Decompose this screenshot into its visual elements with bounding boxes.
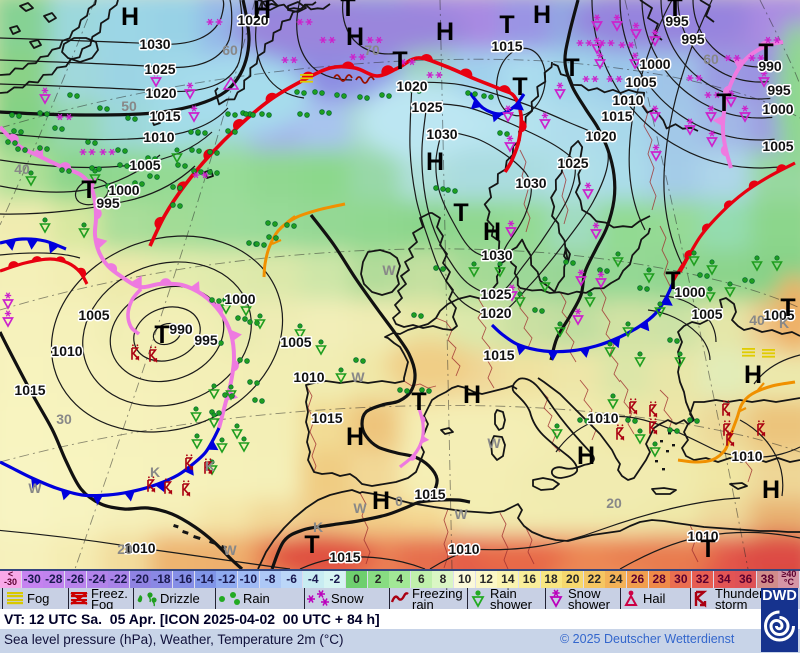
svg-text:1020: 1020 [396, 78, 427, 94]
svg-text:H: H [346, 423, 364, 451]
svg-text:H: H [346, 23, 364, 51]
svg-text:1015: 1015 [329, 549, 360, 565]
svg-text:1015: 1015 [14, 382, 45, 398]
svg-text:T: T [780, 294, 795, 322]
svg-text:1010: 1010 [124, 540, 155, 556]
svg-text:T: T [665, 267, 680, 295]
svg-text:60: 60 [703, 51, 719, 67]
svg-text:T: T [667, 0, 682, 22]
svg-text:1005: 1005 [280, 334, 311, 350]
svg-text:1025: 1025 [411, 99, 442, 115]
svg-text:T: T [411, 388, 426, 416]
svg-text:20: 20 [606, 495, 622, 511]
svg-text:1000: 1000 [762, 101, 793, 117]
svg-text:995: 995 [665, 13, 689, 29]
svg-text:W: W [353, 500, 367, 516]
svg-text:1005: 1005 [625, 74, 656, 90]
svg-text:1020: 1020 [480, 305, 511, 321]
svg-text:1000: 1000 [674, 284, 705, 300]
svg-text:1030: 1030 [426, 126, 457, 142]
svg-text:H: H [372, 487, 390, 515]
svg-text:1010: 1010 [687, 528, 718, 544]
svg-text:1030: 1030 [139, 36, 170, 52]
svg-text:1010: 1010 [587, 410, 618, 426]
svg-text:1000: 1000 [224, 291, 255, 307]
svg-text:990: 990 [169, 321, 193, 337]
svg-text:1010: 1010 [448, 541, 479, 557]
svg-text:995: 995 [767, 82, 791, 98]
svg-text:995: 995 [681, 31, 705, 47]
svg-text:1005: 1005 [763, 307, 794, 323]
svg-text:H: H [253, 0, 271, 24]
svg-text:H: H [762, 476, 780, 504]
svg-text:W: W [28, 480, 42, 496]
svg-text:995: 995 [96, 195, 120, 211]
svg-text:1015: 1015 [311, 410, 342, 426]
svg-text:H: H [436, 18, 454, 46]
svg-text:1020: 1020 [145, 85, 176, 101]
svg-text:H: H [426, 148, 444, 176]
svg-text:H: H [533, 1, 551, 29]
svg-text:1010: 1010 [612, 92, 643, 108]
svg-text:30: 30 [56, 411, 72, 427]
svg-text:W: W [382, 262, 396, 278]
svg-text:T: T [512, 73, 527, 101]
svg-text:1010: 1010 [293, 369, 324, 385]
svg-text:T: T [392, 47, 407, 75]
svg-text:1010: 1010 [731, 448, 762, 464]
svg-text:1010: 1010 [143, 129, 174, 145]
svg-text:H: H [577, 442, 595, 470]
svg-text:40: 40 [749, 312, 765, 328]
svg-text:1025: 1025 [557, 155, 588, 171]
svg-text:1005: 1005 [762, 138, 793, 154]
svg-text:1025: 1025 [480, 286, 511, 302]
svg-text:K: K [150, 464, 160, 480]
svg-text:60: 60 [222, 42, 238, 58]
svg-text:1000: 1000 [108, 182, 139, 198]
svg-text:T: T [499, 11, 514, 39]
svg-text:W: W [351, 369, 365, 385]
svg-text:K: K [779, 315, 789, 331]
svg-text:995: 995 [194, 332, 218, 348]
svg-text:70: 70 [364, 42, 380, 58]
svg-text:1005: 1005 [78, 307, 109, 323]
svg-text:1020: 1020 [237, 12, 268, 28]
svg-text:K: K [205, 458, 215, 474]
svg-text:T: T [716, 89, 731, 117]
svg-text:W: W [223, 542, 237, 558]
svg-text:40: 40 [14, 161, 30, 177]
svg-text:990: 990 [758, 58, 782, 74]
svg-text:T: T [81, 176, 96, 204]
svg-text:1015: 1015 [483, 347, 514, 363]
svg-text:W: W [487, 435, 501, 451]
svg-text:T: T [154, 321, 169, 349]
svg-text:1005: 1005 [691, 306, 722, 322]
svg-text:1015: 1015 [149, 108, 180, 124]
svg-text:1005: 1005 [129, 157, 160, 173]
svg-text:H: H [121, 3, 139, 31]
svg-text:T: T [453, 199, 468, 227]
svg-text:T: T [304, 531, 319, 559]
svg-text:K: K [313, 519, 323, 535]
svg-text:H: H [483, 218, 501, 246]
svg-text:1020: 1020 [585, 128, 616, 144]
svg-text:1030: 1030 [515, 175, 546, 191]
svg-text:1010: 1010 [51, 343, 82, 359]
svg-text:20: 20 [117, 541, 133, 557]
svg-text:H: H [463, 381, 481, 409]
svg-text:T: T [700, 535, 715, 563]
svg-text:T: T [758, 39, 773, 67]
svg-text:50: 50 [121, 98, 137, 114]
svg-text:1000: 1000 [639, 56, 670, 72]
svg-text:H: H [744, 361, 762, 389]
svg-text:1015: 1015 [601, 108, 632, 124]
svg-text:T: T [564, 54, 579, 82]
svg-text:1030: 1030 [481, 247, 512, 263]
svg-text:0: 0 [395, 493, 403, 509]
svg-text:1015: 1015 [491, 38, 522, 54]
svg-text:1025: 1025 [144, 61, 175, 77]
svg-text:1015: 1015 [414, 486, 445, 502]
svg-text:T: T [340, 0, 355, 22]
svg-text:W: W [454, 506, 468, 522]
